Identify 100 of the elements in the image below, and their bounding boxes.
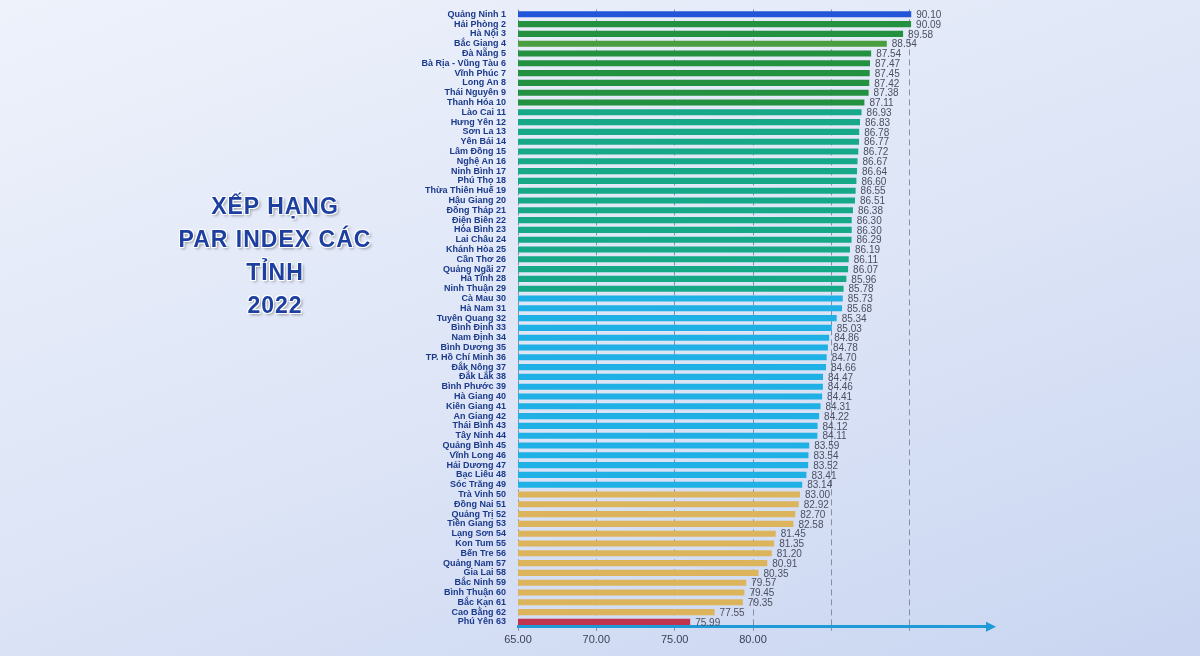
data-label: 84.66: [831, 361, 857, 373]
data-label: 85.73: [847, 293, 874, 305]
data-label: 83.14: [807, 479, 833, 491]
y-tick-label: Quảng Trị 52: [451, 508, 506, 519]
data-label: 90.09: [916, 18, 942, 30]
y-tick-label: Ninh Thuận 29: [443, 283, 506, 294]
y-tick-label: Hà Giang 40: [453, 390, 506, 401]
y-tick-label: Bến Tre 56: [460, 547, 506, 558]
data-label: 89.58: [908, 28, 934, 40]
y-tick-label: Cao Bằng 62: [451, 605, 506, 617]
y-tick-label: Bà Rịa - Vũng Tàu 6: [421, 57, 506, 68]
data-label: 83.41: [811, 469, 837, 481]
x-tick-label: 65.00: [504, 633, 532, 646]
y-tick-label: Ninh Bình 17: [450, 165, 506, 176]
data-label: 85.03: [836, 322, 863, 334]
data-label: 86.51: [859, 195, 886, 207]
y-tick-label: Quảng Ngãi 27: [442, 263, 506, 274]
y-tick-label: Thái Bình 43: [452, 420, 506, 431]
data-label: 86.07: [853, 263, 879, 275]
y-tick-label: Bình Định 33: [450, 322, 506, 333]
y-tick-label: Quảng Ninh 1: [447, 8, 506, 19]
y-tick-label: Quảng Bình 45: [442, 439, 506, 450]
y-tick-label: Kon Tum 55: [455, 537, 506, 548]
data-label: 83.54: [813, 450, 839, 462]
y-tick-label: Long An 8: [462, 77, 506, 88]
data-label: 86.55: [860, 185, 887, 197]
x-tick-label: 75.00: [660, 633, 689, 646]
y-tick-label: TP. Hồ Chí Minh 36: [425, 351, 506, 362]
y-tick-label: Quảng Nam 57: [442, 557, 506, 568]
y-tick-label: Đắk Lắk 38: [458, 370, 506, 382]
data-label: 86.11: [853, 254, 879, 266]
data-label: 81.35: [779, 538, 805, 550]
data-label: 85.68: [846, 303, 873, 315]
y-tick-label: Phú Thọ 18: [457, 175, 506, 186]
data-label: 84.41: [827, 391, 853, 403]
data-label: 80.91: [772, 557, 798, 569]
data-label: 79.57: [751, 577, 777, 589]
data-label: 79.35: [747, 597, 774, 609]
data-label: 85.78: [848, 283, 875, 295]
y-tick-label: Yên Bái 14: [460, 136, 506, 147]
data-label: 86.78: [864, 126, 890, 138]
data-label: 83.59: [814, 440, 840, 452]
y-tick-label: Hà Nam 31: [459, 302, 506, 313]
y-tick-label: Bạc Liêu 48: [455, 469, 506, 480]
y-tick-label: An Giang 42: [453, 410, 506, 421]
y-tick-label: Vĩnh Phúc 7: [454, 67, 506, 78]
data-label: 84.86: [834, 332, 860, 344]
y-tick-label: Hưng Yên 12: [450, 116, 506, 127]
y-tick-label: Hà Nội 3: [469, 28, 506, 39]
data-label: 87.54: [876, 48, 902, 60]
x-tick-label: 70.00: [582, 633, 611, 646]
data-label: 87.45: [874, 67, 901, 79]
y-tick-label: Khánh Hòa 25: [445, 243, 506, 254]
x-tick-label: 80.00: [739, 633, 767, 646]
y-tick-label: Nghệ An 16: [456, 155, 506, 166]
y-tick-label: Hải Dương 47: [446, 459, 506, 470]
y-tick-label: Lâm Đồng 15: [449, 145, 506, 156]
y-tick-label: Điện Biên 22: [451, 214, 506, 225]
y-tick-label: Thừa Thiên Huế 19: [424, 185, 506, 196]
y-tick-label: Nam Định 34: [451, 332, 506, 343]
data-label: 86.29: [856, 234, 883, 246]
y-tick-label: Đà Nẵng 5: [461, 46, 506, 58]
y-tick-label: Vĩnh Long 46: [449, 449, 506, 460]
data-label: 80.35: [763, 567, 789, 579]
data-label: 86.30: [856, 224, 883, 236]
data-label: 86.19: [854, 244, 881, 256]
y-tick-label: Thái Nguyên 9: [444, 87, 506, 98]
data-label: 84.22: [824, 410, 850, 422]
y-tick-label: Bình Phước 39: [441, 381, 506, 392]
data-label: 87.47: [875, 58, 901, 70]
data-label: 86.77: [864, 136, 890, 148]
data-label: 75.99: [695, 616, 721, 628]
data-label: 86.72: [863, 146, 889, 158]
data-label: 86.83: [865, 116, 891, 128]
data-label: 81.20: [776, 548, 803, 560]
data-label: 83.00: [805, 489, 831, 501]
y-tick-label: Hà Tĩnh 28: [460, 273, 506, 284]
data-label: 85.96: [851, 273, 877, 285]
y-tick-label: Cần Thơ 26: [456, 253, 506, 264]
y-tick-label: Phú Yên 63: [457, 616, 506, 627]
data-label: 88.54: [891, 38, 918, 50]
y-tick-label: Thanh Hóa 10: [446, 96, 506, 107]
y-tick-label: Sóc Trăng 49: [449, 479, 506, 490]
y-tick-label: Lai Châu 24: [455, 234, 506, 245]
y-tick-label: Kiên Giang 41: [445, 400, 506, 411]
y-tick-label: Bắc Kạn 61: [457, 595, 506, 607]
y-tick-label: Tây Ninh 44: [455, 430, 506, 441]
y-tick-label: Bắc Giang 4: [453, 37, 506, 49]
y-tick-label: Bình Dương 35: [440, 341, 506, 352]
y-tick-label: Sơn La 13: [462, 126, 506, 137]
y-tick-label: Hòa Bình 23: [453, 224, 506, 235]
data-label: 86.38: [857, 205, 884, 217]
y-tick-label: Bắc Ninh 59: [454, 576, 506, 588]
data-label: 84.11: [822, 430, 848, 442]
y-tick-label: Đồng Nai 51: [453, 498, 506, 509]
data-label: 77.55: [719, 606, 746, 618]
data-label: 84.47: [828, 371, 854, 383]
text: XẾP HẠNG PAR INDEX CÁC TỈNH 2022: [177, 191, 373, 320]
data-label: 84.46: [827, 381, 854, 393]
y-tick-label: Lạng Sơn 54: [451, 528, 506, 539]
